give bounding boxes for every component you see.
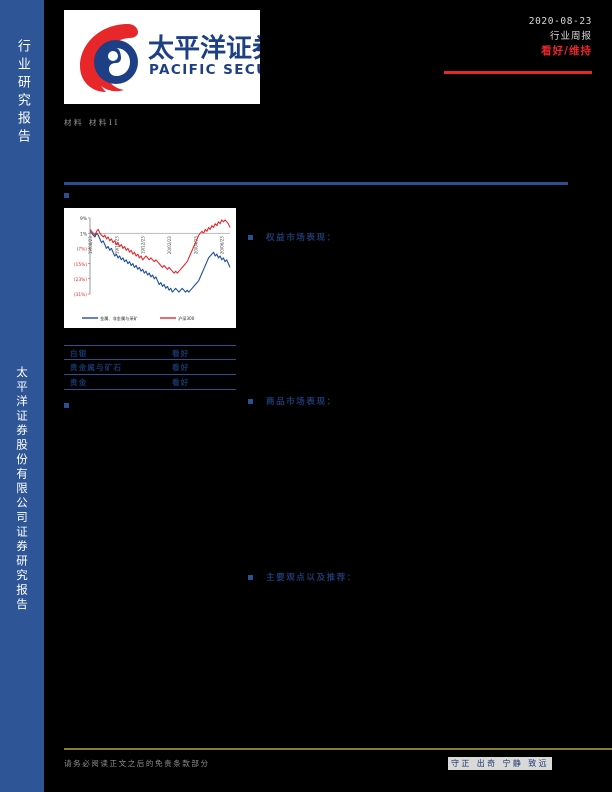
rating-row-value: 看好 <box>172 349 190 358</box>
footer-disclaimer: 请务必阅读正文之后的免责条款部分 <box>64 759 210 768</box>
svg-text:1%: 1% <box>80 231 87 237</box>
sidebar-top-label: 行业研究报告 <box>14 39 30 147</box>
company-logo: 太平洋证券 PACIFIC SECURITIES <box>64 10 260 104</box>
header-red-rule <box>444 71 592 74</box>
svg-text:19/12/23: 19/12/23 <box>141 236 146 254</box>
sidebar-band-bottom: 太平洋证券股份有限公司证券研究报告 <box>0 186 44 792</box>
table-row: 贵金 看好 <box>64 375 236 390</box>
performance-chart: 9% 1% (7%) (15%) (23%) (31%) 19/08/23 19/10/23 1… <box>64 208 236 328</box>
svg-text:19/10/23: 19/10/23 <box>114 236 119 254</box>
table-row: 白银 看好 <box>64 345 236 360</box>
report-date: 2020-08-23 <box>528 16 592 27</box>
bullet-marker-equity <box>248 235 253 240</box>
svg-text:9%: 9% <box>80 216 87 222</box>
header-meta: 2020-08-23 行业周报 看好/维持 <box>352 14 592 59</box>
sector-classification: 材料 材料II <box>64 118 120 127</box>
header-divider <box>64 182 568 186</box>
logo-english-name: PACIFIC SECURITIES <box>149 62 260 78</box>
rating-row-name: 贵金 <box>70 378 88 387</box>
section-heading-commodity: 商品市场表现： <box>266 397 337 407</box>
svg-text:(15%): (15%) <box>74 262 87 268</box>
bullet-marker-left-lower <box>64 403 69 408</box>
svg-text:(31%): (31%) <box>74 292 87 298</box>
section-heading-views: 主要观点以及推荐： <box>266 573 357 583</box>
bullet-marker-top <box>64 193 69 198</box>
logo-chinese-name: 太平洋证券 <box>148 34 260 64</box>
rating-row-value: 看好 <box>172 378 190 387</box>
svg-text:19/08/23: 19/08/23 <box>88 236 93 254</box>
svg-text:20/06/23: 20/06/23 <box>220 236 225 254</box>
pacific-securities-logo-icon <box>80 24 138 92</box>
section-heading-equity: 权益市场表现： <box>266 233 337 243</box>
svg-text:金属、非金属与采矿: 金属、非金属与采矿 <box>100 315 138 322</box>
rating-row-name: 白银 <box>70 349 88 358</box>
bullet-marker-commodity <box>248 399 253 404</box>
rating-row-value: 看好 <box>172 363 190 372</box>
report-type: 行业周报 <box>549 31 592 42</box>
chart-canvas: 9% 1% (7%) (15%) (23%) (31%) 19/08/23 19/10/23 1… <box>74 216 231 322</box>
sidebar-band-top: 行业研究报告 <box>0 0 44 186</box>
rating-row-name: 贵金属与矿石 <box>70 363 123 372</box>
ratings-table: 白银 看好 贵金属与矿石 看好 贵金 看好 <box>64 345 236 390</box>
report-rating: 看好/维持 <box>541 45 592 57</box>
svg-text:20/04/23: 20/04/23 <box>193 236 198 254</box>
footer-slogan: 守正 出奇 宁静 致远 <box>448 757 553 770</box>
bullet-marker-views <box>248 575 253 580</box>
table-row: 贵金属与矿石 看好 <box>64 360 236 375</box>
sidebar-bottom-label: 太平洋证券股份有限公司证券研究报告 <box>15 365 30 613</box>
svg-text:沪深300: 沪深300 <box>178 315 195 322</box>
svg-text:(23%): (23%) <box>74 277 87 283</box>
left-sidebar: 行业研究报告 太平洋证券股份有限公司证券研究报告 <box>0 0 44 792</box>
svg-text:(7%): (7%) <box>77 247 88 253</box>
svg-text:20/02/23: 20/02/23 <box>167 236 172 254</box>
page-content: 太平洋证券 PACIFIC SECURITIES 2020-08-23 行业周报… <box>44 0 612 792</box>
footer-divider <box>64 748 612 750</box>
